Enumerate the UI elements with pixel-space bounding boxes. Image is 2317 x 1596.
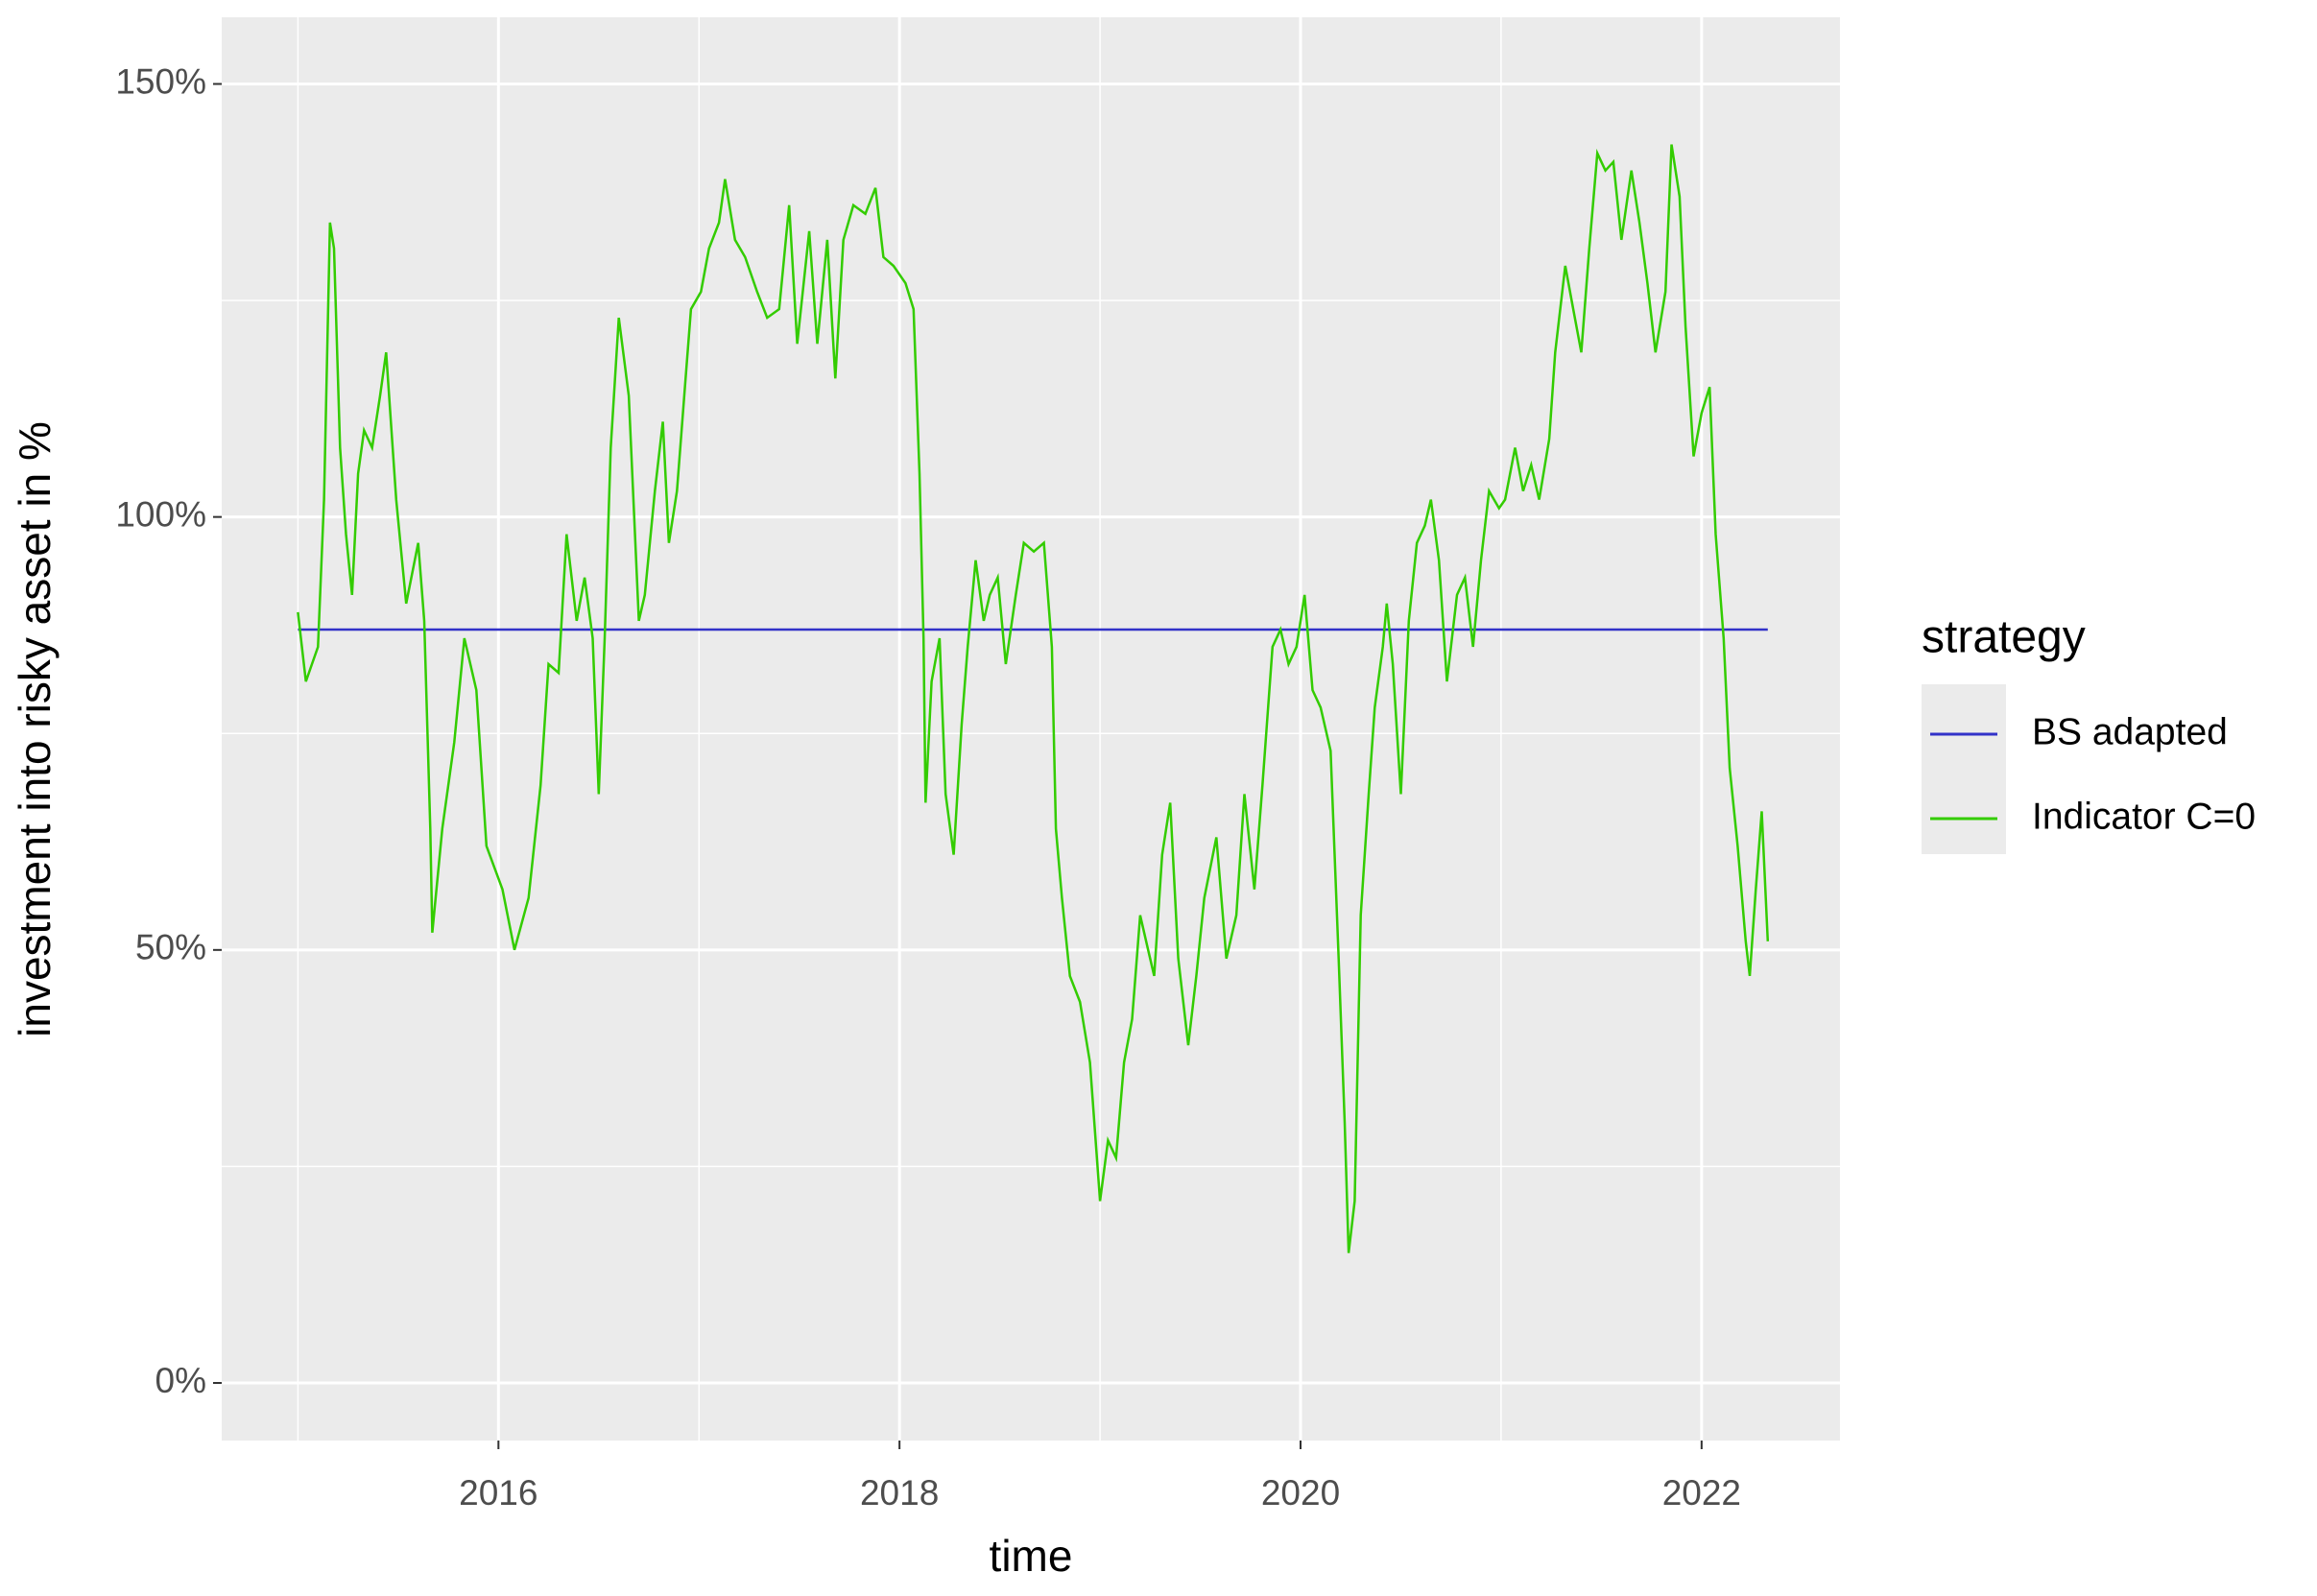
y-axis-title: investment into risky asset in %: [10, 421, 60, 1037]
x-tick-label: 2018: [860, 1473, 939, 1513]
legend-label: BS adapted: [2032, 711, 2228, 752]
y-tick-label: 50%: [135, 928, 206, 967]
data-line: [297, 144, 1770, 1253]
y-tick-label: 0%: [155, 1361, 206, 1400]
y-tick-label: 150%: [115, 61, 206, 101]
legend-title: strategy: [1922, 612, 2086, 663]
x-tick-label: 2016: [459, 1473, 537, 1513]
legend-key-background: [1922, 684, 2006, 854]
x-tick-label: 2022: [1662, 1473, 1741, 1513]
y-tick-label: 100%: [115, 494, 206, 534]
x-tick-label: 2020: [1261, 1473, 1340, 1513]
legend-label: Indicator C=0: [2032, 796, 2256, 837]
x-axis-title: time: [990, 1531, 1073, 1581]
panel: [222, 17, 1840, 1441]
